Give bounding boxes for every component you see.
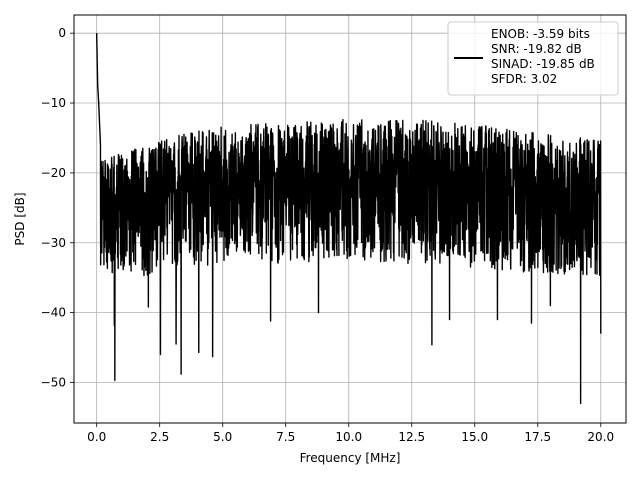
x-tick-label: 15.0 [461, 430, 488, 444]
legend-text-sfdr: SFDR: 3.02 [491, 72, 557, 86]
y-axis-label: PSD [dB] [13, 192, 27, 245]
legend-box [447, 21, 619, 96]
x-tick-label: 12.5 [398, 430, 425, 444]
legend-text-snr: SNR: -19.82 dB [491, 42, 582, 56]
y-tick-label: −50 [41, 375, 66, 389]
x-tick-label: 2.5 [150, 430, 169, 444]
x-tick-label: 20.0 [587, 430, 614, 444]
psd-series-line [95, 33, 602, 405]
legend: ENOB: -3.59 bits SNR: -19.82 dB SINAD: -… [447, 21, 619, 96]
y-tick-label: −40 [41, 306, 66, 320]
x-axis-label: Frequency [MHz] [300, 451, 401, 465]
x-axis-ticks: 0.0 2.5 5.0 7.5 10.0 12.5 15.0 17.5 20.0 [87, 423, 614, 444]
legend-text-enob: ENOB: -3.59 bits [491, 27, 590, 41]
y-tick-label: −20 [41, 166, 66, 180]
y-tick-label: 0 [58, 26, 66, 40]
series-layer [95, 33, 602, 405]
legend-text-sinad: SINAD: -19.85 dB [491, 57, 595, 71]
x-tick-label: 7.5 [276, 430, 295, 444]
x-tick-label: 10.0 [335, 430, 362, 444]
y-tick-label: −10 [41, 96, 66, 110]
y-tick-label: −30 [41, 236, 66, 250]
x-tick-label: 5.0 [213, 430, 232, 444]
x-tick-label: 0.0 [87, 430, 106, 444]
axes-frame [73, 14, 627, 424]
y-axis-ticks: 0 −10 −20 −30 −40 −50 [41, 26, 74, 389]
x-tick-label: 17.5 [524, 430, 551, 444]
